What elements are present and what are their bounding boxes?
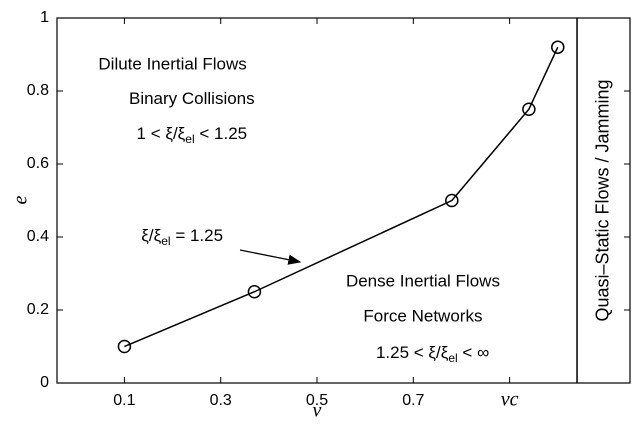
annotation-text: Dense Inertial Flows [346,272,500,291]
x-tick-label: 0.7 [402,392,424,409]
annotation-sub: el [185,132,194,146]
x-tick-label: 0.1 [113,392,135,409]
x-tick-label: 0.3 [210,392,232,409]
annotation: Dense Inertial Flows [346,272,500,291]
annotation: 1.25 < ξ/ξel < ∞ [376,343,489,365]
data-point [247,285,262,299]
annotation-text: Dilute Inertial Flows [98,55,246,74]
plot-frame [56,17,631,384]
y-tick-label: 0.4 [27,228,49,245]
data-line [124,46,559,348]
annotation-text: < ∞ [458,343,490,362]
annotation-sub: el [448,351,457,365]
annotation: Force Networks [363,307,482,326]
y-tick-label: 0.2 [27,301,49,318]
annotation-text: = 1.25 [171,226,223,245]
y-axis-label: e [10,195,32,204]
y-tick-label: 0 [40,374,49,391]
annotation: 1 < ξ/ξel < 1.25 [137,124,248,146]
x-tick-label: 0.5 [306,392,328,409]
y-tick-label: 0.8 [27,82,49,99]
y-tick-label: 0.6 [27,155,49,172]
annotation-text: < 1.25 [195,124,247,143]
annotation: Binary Collisions [129,90,255,109]
annotation-text: ξ/ξ [141,226,161,245]
y-tick-label: 1 [40,9,49,26]
annotation: Dilute Inertial Flows [98,55,246,74]
annotation: ξ/ξel = 1.25 [141,226,223,248]
data-point [522,102,536,116]
annotation-text: 1.25 < ξ/ξ [376,343,449,362]
region-label: Quasi–Static Flows / Jamming [592,79,612,321]
arrow [239,249,302,265]
x-axis-label: ν [313,400,322,422]
annotation-text: 1 < ξ/ξ [137,124,186,143]
annotation-text: Force Networks [363,307,482,326]
annotation-sub: el [161,234,170,248]
x-tick-label: νc [501,389,519,411]
data-point [551,40,565,54]
annotation-text: Binary Collisions [129,90,255,109]
data-point [445,193,459,208]
data-point [117,339,132,354]
